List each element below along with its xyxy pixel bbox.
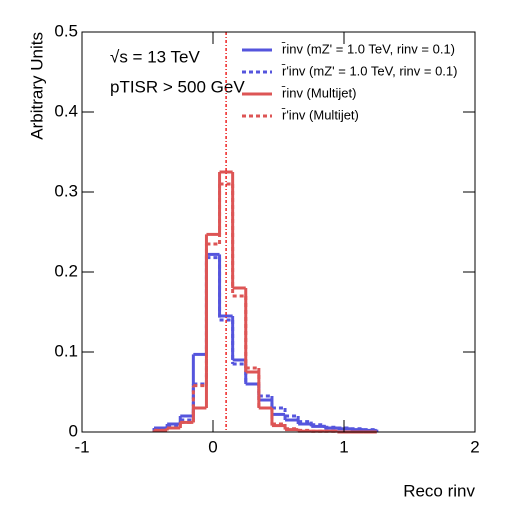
y-tick-label: 0.5 <box>54 21 78 40</box>
y-tick-label: 0 <box>69 421 78 440</box>
x-tick-label: 0 <box>208 437 217 456</box>
y-tick-label: 0.3 <box>54 181 78 200</box>
x-tick-label: 2 <box>470 437 479 456</box>
legend-label: r̄'inv (Multijet) <box>282 107 359 122</box>
y-tick-label: 0.1 <box>54 341 78 360</box>
legend-label: r̄inv (Multijet) <box>282 85 357 100</box>
x-tick-label: 1 <box>339 437 348 456</box>
plot-frame <box>81 31 476 433</box>
y-tick-label: 0.4 <box>54 101 78 120</box>
y-axis-label: Arbitrary Units <box>27 32 46 140</box>
annotation: pTISR > 500 GeV <box>110 77 245 96</box>
y-tick-label: 0.2 <box>54 261 78 280</box>
legend-label: r̄'inv (mZ' = 1.0 TeV, rinv = 0.1) <box>282 63 458 78</box>
annotation: √s = 13 TeV <box>110 47 200 66</box>
legend-label: r̄inv (mZ' = 1.0 TeV, rinv = 0.1) <box>282 41 455 56</box>
x-tick-label: -1 <box>74 437 89 456</box>
x-axis-label: Reco rinv <box>403 481 475 500</box>
